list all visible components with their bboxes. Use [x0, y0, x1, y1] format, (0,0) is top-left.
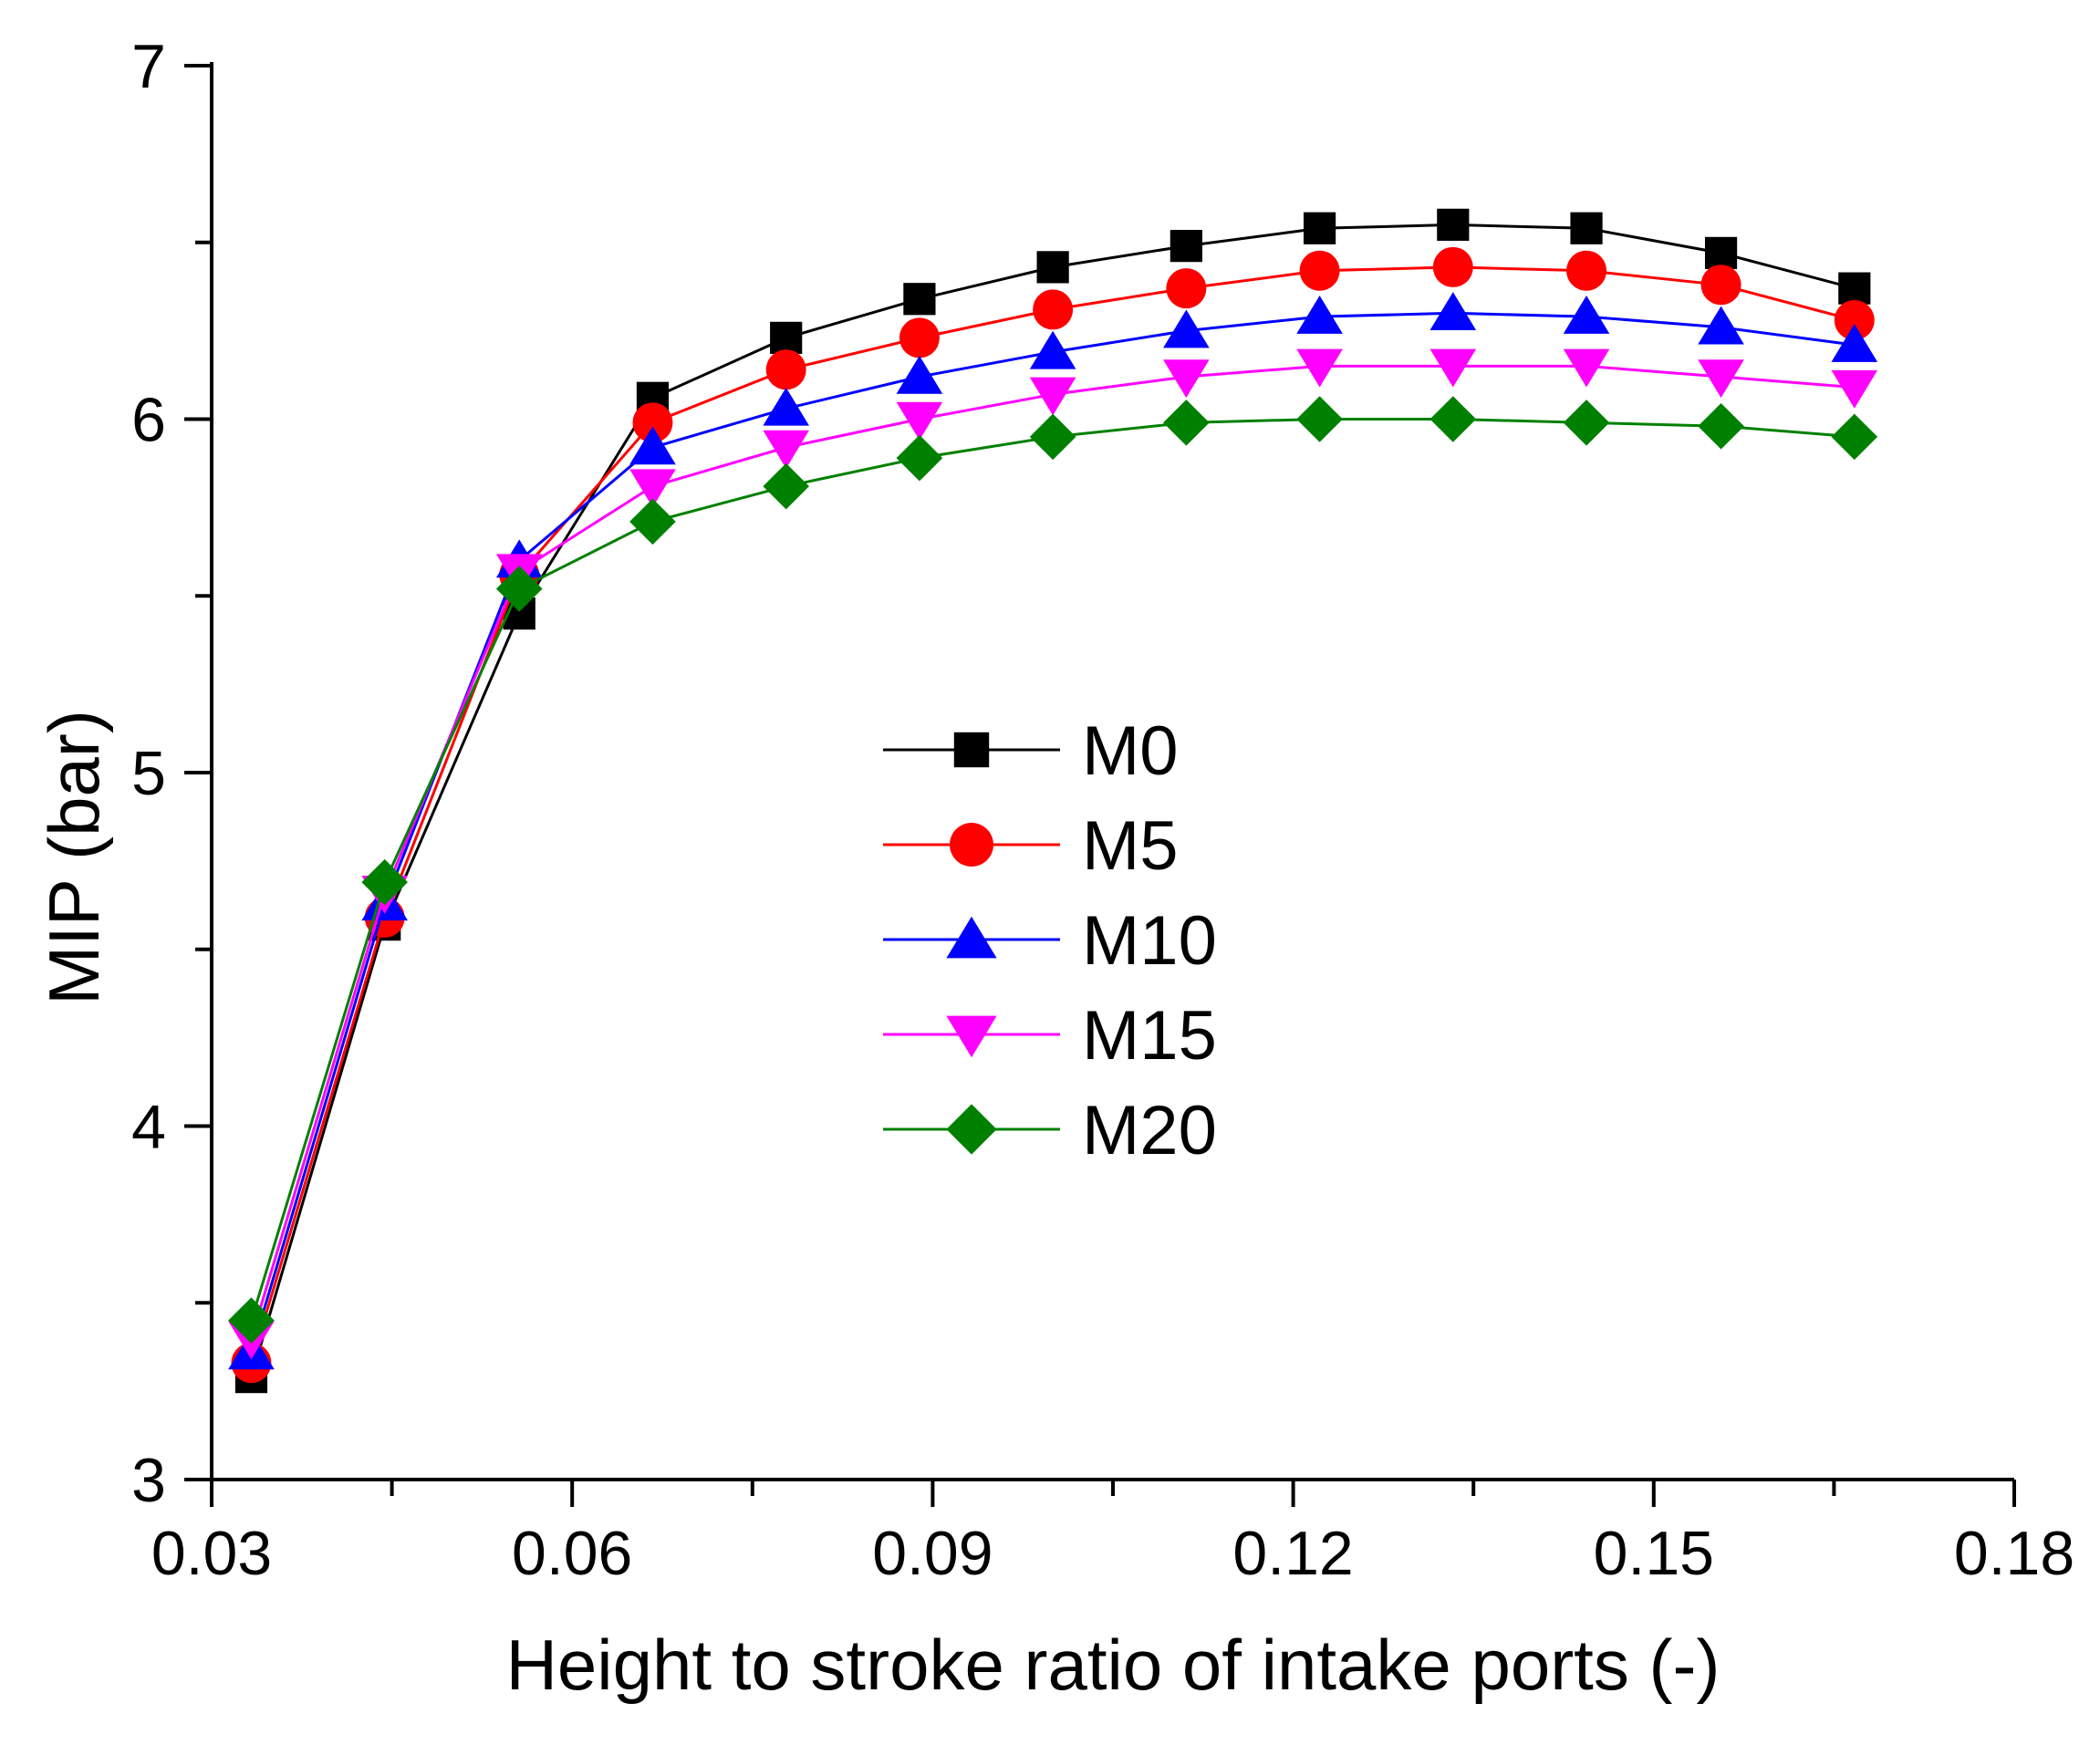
- data-point: [1570, 212, 1603, 244]
- legend-label: M5: [1082, 807, 1179, 885]
- data-point: [1166, 268, 1207, 309]
- data-point: [1700, 265, 1741, 306]
- data-point: [632, 402, 673, 443]
- data-point: [361, 858, 408, 906]
- data-point: [1303, 212, 1336, 244]
- data-point: [629, 426, 676, 465]
- data-point: [1033, 289, 1074, 330]
- data-point: [765, 349, 806, 390]
- legend-marker: [946, 1104, 997, 1155]
- data-point: [1831, 369, 1878, 409]
- legend-item-m0: M0: [883, 712, 1179, 790]
- data-point: [1036, 251, 1069, 284]
- data-point: [1029, 377, 1076, 416]
- x-axis-title: Height to stroke ratio of intake ports (…: [506, 1625, 1721, 1705]
- data-point: [1163, 400, 1210, 446]
- axes: 0.03 0.06 0.09 0.12 0.15 0.18 3 4 5 6 7: [131, 32, 2074, 1588]
- data-point: [1029, 413, 1076, 461]
- x-tick-label: 0.12: [1232, 1519, 1353, 1588]
- data-point: [1698, 359, 1744, 399]
- data-point: [1563, 348, 1610, 388]
- legend-item-m15: M15: [883, 997, 1217, 1075]
- data-point: [1432, 246, 1473, 287]
- series-m10: [228, 292, 1878, 1370]
- data-point: [1429, 292, 1477, 330]
- data-point: [629, 469, 676, 508]
- series-m20: [228, 396, 1878, 1344]
- legend-label: M20: [1082, 1092, 1217, 1169]
- data-point: [1163, 359, 1210, 399]
- data-point: [1296, 396, 1343, 442]
- series-line: [250, 364, 1855, 1339]
- legend-label: M0: [1082, 712, 1179, 790]
- legend-item-m20: M20: [883, 1092, 1217, 1169]
- y-tick-label: 7: [131, 32, 166, 101]
- x-tick-label: 0.15: [1594, 1519, 1714, 1588]
- data-point: [896, 355, 943, 394]
- legend: M0 M5 M10 M15 M20: [883, 712, 1217, 1169]
- data-point: [1029, 330, 1076, 369]
- data-point: [1698, 306, 1744, 345]
- data-point: [1834, 300, 1875, 340]
- data-point: [1429, 396, 1477, 442]
- data-point: [1563, 296, 1610, 334]
- data-point: [495, 566, 543, 612]
- y-tick-label: 6: [131, 386, 166, 455]
- legend-marker: [950, 823, 993, 867]
- legend-marker: [946, 916, 997, 959]
- y-tick-label: 4: [131, 1093, 166, 1162]
- y-axis-title: MIP (bar): [34, 710, 114, 1005]
- data-point: [1299, 250, 1340, 291]
- x-tick-label: 0.09: [872, 1519, 993, 1588]
- data-point: [1429, 348, 1477, 388]
- data-point: [1704, 236, 1738, 269]
- y-tick-label: 5: [131, 739, 166, 808]
- data-point: [1170, 230, 1202, 263]
- legend-marker: [946, 1015, 997, 1058]
- data-point: [1838, 272, 1871, 305]
- data-point: [1831, 324, 1878, 362]
- data-point: [1698, 402, 1744, 450]
- x-tick-label: 0.06: [512, 1519, 632, 1588]
- data-point: [1296, 348, 1343, 388]
- legend-marker: [953, 732, 990, 768]
- data-point: [763, 462, 809, 510]
- legend-label: M15: [1082, 997, 1217, 1075]
- y-tick-label: 3: [131, 1446, 166, 1515]
- data-point: [763, 430, 809, 469]
- data-point: [903, 283, 936, 316]
- data-point: [228, 1297, 275, 1344]
- legend-item-m10: M10: [883, 902, 1217, 980]
- data-point: [896, 434, 943, 482]
- data-point: [896, 401, 943, 441]
- legend-item-m5: M5: [883, 807, 1179, 885]
- series-line: [250, 311, 1855, 1353]
- data-point: [1296, 296, 1343, 334]
- x-tick-label: 0.18: [1954, 1519, 2074, 1588]
- data-point: [1566, 250, 1607, 291]
- data-point: [770, 321, 803, 354]
- series-layer: [228, 208, 1878, 1394]
- data-point: [1163, 309, 1210, 348]
- data-point: [1437, 208, 1470, 241]
- series-m15: [228, 348, 1878, 1360]
- data-point: [899, 317, 940, 358]
- data-point: [763, 387, 809, 426]
- data-point: [629, 498, 676, 545]
- legend-label: M10: [1082, 902, 1217, 980]
- x-tick-label: 0.03: [151, 1519, 272, 1588]
- series-line: [250, 418, 1855, 1322]
- data-point: [1563, 400, 1610, 446]
- data-point: [1831, 413, 1878, 461]
